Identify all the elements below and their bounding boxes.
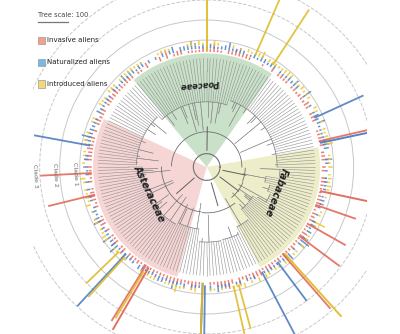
Wedge shape (207, 147, 320, 267)
Text: Naturalized aliens: Naturalized aliens (47, 59, 110, 65)
FancyBboxPatch shape (38, 37, 45, 44)
Text: Poaceae: Poaceae (179, 77, 220, 90)
Wedge shape (93, 119, 207, 277)
Wedge shape (134, 53, 272, 167)
Text: Invasive aliens: Invasive aliens (47, 37, 98, 43)
Text: Clade 2: Clade 2 (52, 163, 58, 187)
Text: Clade 1: Clade 1 (72, 162, 78, 186)
FancyBboxPatch shape (38, 59, 45, 66)
Text: Fabaceae: Fabaceae (262, 166, 289, 218)
FancyBboxPatch shape (38, 80, 45, 88)
Text: Asteraceae: Asteraceae (132, 164, 167, 224)
Text: Tree scale: 100: Tree scale: 100 (38, 12, 88, 18)
Text: Introduced aliens: Introduced aliens (47, 80, 107, 87)
Text: Clade 3: Clade 3 (32, 164, 38, 188)
